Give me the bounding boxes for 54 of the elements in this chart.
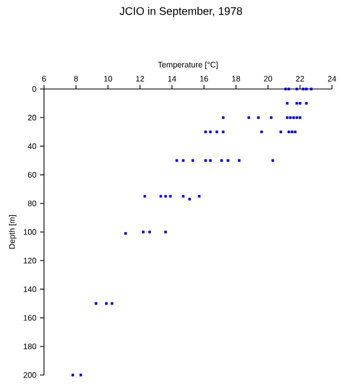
point xyxy=(124,232,127,235)
point xyxy=(284,88,287,90)
point xyxy=(288,130,290,134)
point xyxy=(296,88,298,90)
point xyxy=(160,194,162,198)
point xyxy=(270,116,272,119)
point xyxy=(290,130,294,134)
point xyxy=(182,159,184,162)
point xyxy=(105,302,108,305)
point xyxy=(305,88,308,90)
point xyxy=(142,230,144,234)
point xyxy=(310,88,312,90)
point xyxy=(164,194,167,198)
point xyxy=(144,194,146,198)
point xyxy=(204,130,207,134)
point xyxy=(182,194,184,198)
point xyxy=(164,230,167,234)
point xyxy=(204,159,207,162)
point xyxy=(198,194,200,198)
point xyxy=(226,159,230,162)
point xyxy=(176,159,178,162)
point xyxy=(238,159,240,162)
point xyxy=(209,159,212,162)
point xyxy=(302,88,304,90)
point xyxy=(292,116,295,119)
point xyxy=(188,198,191,200)
point xyxy=(169,194,172,198)
point xyxy=(272,159,274,162)
point xyxy=(289,116,292,119)
point xyxy=(294,130,296,134)
point xyxy=(222,116,224,119)
point xyxy=(286,116,288,119)
point xyxy=(305,102,308,105)
point xyxy=(296,102,298,105)
point xyxy=(94,302,98,305)
point xyxy=(298,102,302,105)
chart-title: JCIO in September, 1978 xyxy=(120,6,242,18)
point xyxy=(257,116,260,119)
point xyxy=(248,116,250,119)
point xyxy=(216,130,218,134)
point xyxy=(209,130,212,134)
point xyxy=(222,130,224,134)
point xyxy=(298,116,302,119)
point xyxy=(192,159,194,162)
point xyxy=(286,102,288,105)
point xyxy=(148,230,151,234)
point xyxy=(260,130,263,134)
point xyxy=(296,116,298,119)
point xyxy=(110,302,114,305)
point xyxy=(72,374,74,376)
point xyxy=(80,374,82,376)
point xyxy=(288,88,290,90)
point xyxy=(280,130,282,134)
point xyxy=(220,159,223,162)
